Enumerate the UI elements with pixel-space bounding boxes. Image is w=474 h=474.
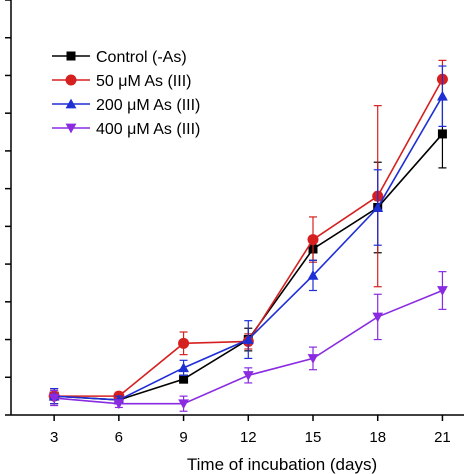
x-tick-label: 15	[305, 429, 322, 446]
series-4	[48, 271, 448, 412]
chart-axes: 3 6 9 12 15 18 21	[5, 0, 464, 446]
series-3	[48, 65, 448, 405]
legend-marker	[65, 98, 77, 109]
data-point	[437, 286, 448, 296]
legend-label: 50 μM As (III)	[96, 73, 191, 90]
data-point	[437, 129, 447, 139]
data-point	[307, 234, 319, 246]
data-point	[372, 312, 384, 323]
data-point	[242, 371, 254, 381]
chart-legend: Control (-As) 50 μM As (III) 200 μM As (II…	[52, 49, 200, 138]
x-tick-label: 6	[115, 429, 123, 446]
data-point	[307, 270, 319, 280]
chart-series-layer	[48, 59, 448, 412]
data-point	[113, 399, 125, 410]
x-tick-label: 12	[240, 429, 257, 446]
legend-label: Control (-As)	[96, 49, 187, 66]
data-point	[178, 362, 189, 373]
data-point	[372, 202, 384, 212]
data-point	[178, 399, 189, 410]
x-tick-label: 21	[434, 429, 451, 446]
data-point	[242, 334, 254, 344]
data-point	[48, 393, 60, 404]
legend-marker	[65, 123, 77, 134]
legend-label: 200 μM As (III)	[96, 97, 200, 114]
x-tick-label: 18	[369, 429, 386, 446]
x-axis-title: Time of incubation (days)	[187, 455, 377, 474]
legend-marker	[66, 51, 76, 61]
data-point	[307, 354, 319, 364]
series-line	[54, 133, 444, 401]
legend-label: 400 μM As (III)	[96, 121, 200, 138]
data-point	[437, 90, 448, 101]
x-tick-label: 3	[50, 429, 58, 446]
data-point	[178, 337, 190, 349]
legend-marker	[65, 74, 77, 86]
x-tick-label: 9	[179, 429, 187, 446]
data-point	[179, 374, 189, 384]
